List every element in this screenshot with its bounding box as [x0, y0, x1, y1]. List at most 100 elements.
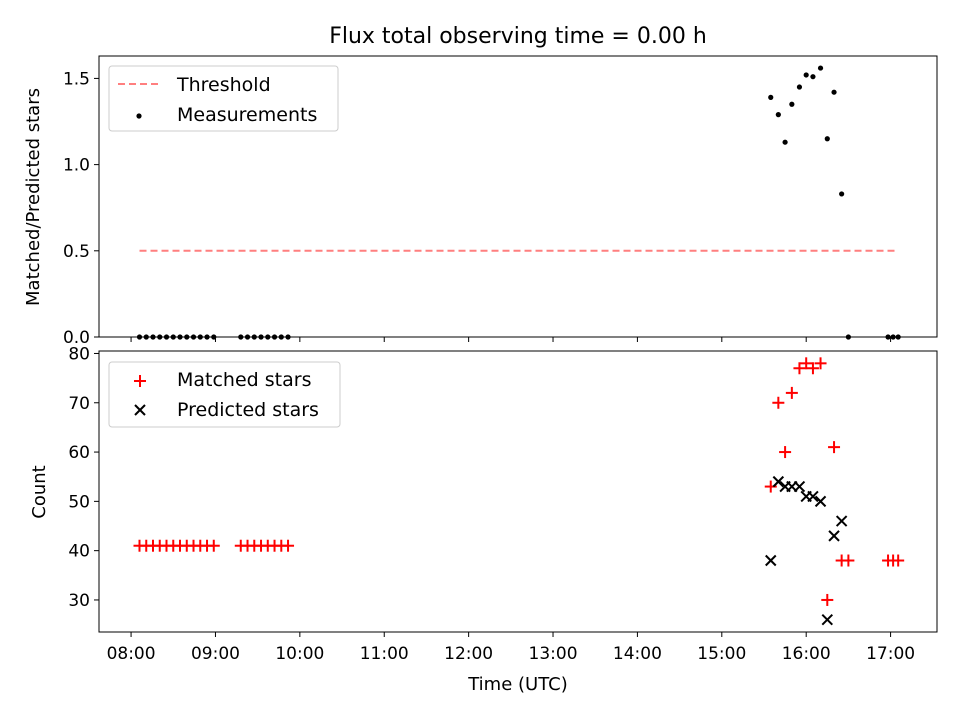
top-plot-frame: [98, 55, 938, 338]
measurement-point: [136, 334, 143, 340]
y-tick-label: 60: [68, 443, 90, 463]
x-tick-label: 10:00: [275, 644, 324, 664]
matched-stars-point: [892, 554, 905, 567]
top-panel: 0.0 0.5 1.0 1.5 Matched/Predicted stars Thr…: [23, 55, 938, 348]
predicted-stars-point-b: [765, 554, 777, 567]
chart-title: Flux total observing time = 0.00 h: [329, 24, 707, 49]
measurement-point: [803, 72, 809, 78]
measurement-point: [775, 112, 781, 118]
bottom-plot-marks: [133, 357, 905, 626]
matched-stars-point: [772, 396, 785, 409]
y-tick-label: 1.0: [63, 156, 90, 176]
measurement-point: [163, 334, 170, 340]
bottom-panel: 30 40 50 60 70 80 08:00 09:00 10:00 11:00 12:00 13…: [29, 344, 938, 695]
legend-predicted-swatch: [134, 404, 146, 416]
legend-matched-label: Matched stars: [177, 369, 311, 391]
y-tick-label: 50: [68, 492, 90, 512]
predicted-stars-point-b: [821, 613, 833, 626]
measurement-point: [278, 334, 284, 340]
measurement-point: [285, 334, 291, 340]
bottom-y-axis-label: Count: [29, 465, 50, 518]
x-tick-label: 08:00: [107, 644, 156, 664]
bottom-y-ticks: 30 40 50 60 70 80: [68, 344, 99, 611]
legend-matched-swatch: [134, 375, 146, 387]
measurement-point: [184, 334, 190, 340]
measurement-point: [831, 89, 837, 95]
measurement-point: [258, 334, 264, 340]
measurement-point: [170, 334, 176, 340]
measurement-point: [157, 334, 163, 340]
measurement-point: [265, 334, 271, 340]
predicted-stars-point-b: [793, 480, 806, 493]
top-y-ticks: 0.0 0.5 1.0 1.5: [63, 69, 99, 348]
measurement-point: [885, 334, 891, 340]
measurement-point: [789, 101, 795, 107]
x-tick-label: 14:00: [613, 644, 662, 664]
measurement-point: [143, 334, 149, 340]
bottom-plot-frame: [98, 350, 938, 633]
matched-stars-point: [814, 357, 827, 370]
legend-measurements-swatch: [136, 113, 142, 119]
matched-stars-point: [785, 386, 798, 399]
predicted-stars-point: [765, 554, 777, 567]
bottom-legend-box: [108, 361, 341, 428]
measurement-point: [845, 334, 851, 340]
matched-stars-point: [806, 362, 819, 375]
predicted-stars-point: [821, 613, 833, 626]
top-x-ticks: [130, 337, 892, 342]
predicted-stars-point-b: [807, 490, 819, 503]
measurement-point: [824, 136, 830, 142]
x-axis-label: Time (UTC): [467, 674, 568, 695]
top-legend-box: [108, 65, 339, 132]
x-tick-label: 13:00: [529, 644, 578, 664]
legend-threshold-label: Threshold: [176, 74, 271, 96]
x-tick-label: 15:00: [697, 644, 746, 664]
measurement-point: [251, 334, 257, 340]
top-y-axis-label: Matched/Predicted stars: [23, 88, 44, 306]
predicted-stars-point: [835, 515, 848, 527]
measurement-point: [890, 334, 896, 340]
measurement-point: [895, 334, 901, 340]
legend-measurements-label: Measurements: [177, 104, 317, 126]
matched-stars-point: [842, 554, 855, 567]
predicted-stars-point: [772, 475, 785, 488]
y-tick-label: 1.5: [63, 69, 90, 89]
measurement-point: [244, 334, 251, 340]
matched-stars-point: [793, 362, 806, 375]
measurement-point: [238, 334, 244, 340]
measurement-point: [197, 334, 203, 340]
measurement-point: [817, 65, 824, 71]
legend-predicted-label: Predicted stars: [177, 399, 319, 421]
y-tick-label: 80: [68, 344, 90, 364]
measurement-point: [204, 334, 210, 340]
matched-stars-point: [800, 357, 813, 370]
measurement-point: [796, 84, 803, 90]
matched-stars-point: [779, 446, 792, 459]
measurement-point: [839, 191, 845, 197]
bottom-legend: Matched stars Predicted stars: [108, 361, 341, 428]
predicted-stars-point: [793, 480, 806, 493]
x-tick-label: 12:00: [444, 644, 493, 664]
matched-stars-point: [828, 441, 841, 454]
measurement-point: [150, 334, 156, 340]
y-tick-label: 40: [68, 542, 90, 562]
matched-stars-point: [207, 539, 220, 552]
predicted-stars-point: [828, 530, 840, 542]
x-tick-label: 09:00: [191, 644, 240, 664]
measurement-point: [177, 334, 183, 340]
predicted-stars-point-b: [828, 530, 840, 542]
y-tick-label: 0.5: [63, 242, 90, 262]
matched-stars-point: [821, 593, 834, 606]
predicted-stars-point-b: [835, 515, 848, 527]
predicted-stars-point-b: [814, 495, 827, 508]
measurement-point: [768, 94, 774, 100]
top-plot-marks: [136, 65, 901, 340]
x-tick-label: 16:00: [782, 644, 831, 664]
y-tick-label: 30: [68, 591, 90, 611]
measurement-point: [271, 334, 278, 340]
bottom-x-ticks: 08:00 09:00 10:00 11:00 12:00 13:00 14:00 15:00…: [107, 632, 915, 664]
matched-stars-point: [282, 539, 295, 552]
predicted-stars-point: [814, 495, 827, 508]
predicted-stars-point: [807, 490, 819, 503]
